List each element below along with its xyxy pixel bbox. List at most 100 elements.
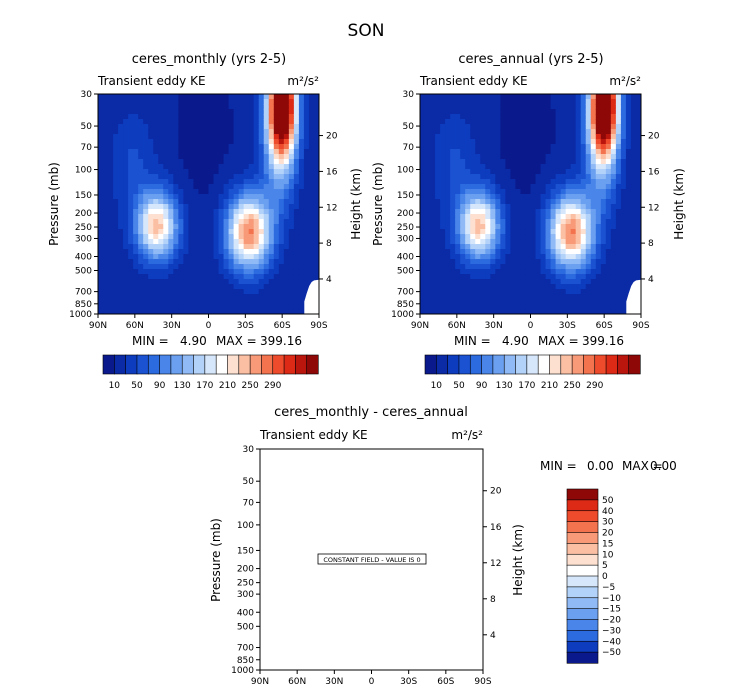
field-cell [600, 129, 607, 135]
field-cell [575, 289, 582, 295]
field-cell [525, 189, 532, 195]
field-cell [490, 129, 496, 135]
field-cell [188, 134, 195, 140]
field-cell [605, 249, 612, 255]
field-cell [580, 299, 587, 305]
field-cell [218, 159, 225, 165]
field-cell [293, 129, 300, 135]
field-cell [585, 109, 592, 115]
field-cell [625, 274, 632, 280]
field-cell [293, 214, 300, 220]
field-cell [635, 114, 641, 120]
field-cell [635, 274, 641, 280]
field-cell [303, 184, 310, 190]
field-cell [445, 244, 451, 250]
field-cell [595, 309, 602, 314]
field-cell [213, 104, 220, 110]
field-cell [108, 159, 114, 165]
field-cell [445, 209, 451, 215]
field-cell [138, 209, 144, 215]
y-tick-label: 400 [75, 253, 92, 263]
field-cell [153, 154, 159, 160]
field-cell [500, 99, 506, 105]
field-cell [520, 109, 527, 115]
field-cell [123, 119, 129, 125]
field-cell [590, 179, 597, 185]
field-cell [238, 284, 245, 290]
field-cell [510, 199, 517, 205]
field-cell [595, 304, 602, 310]
field-cell [153, 104, 159, 110]
field-cell [178, 269, 184, 275]
field-cell [118, 204, 124, 210]
field-cell [213, 174, 220, 180]
field-cell [278, 274, 285, 280]
field-cell [288, 259, 295, 265]
field-cell [253, 294, 260, 300]
field-cell [545, 154, 552, 160]
field-cell [238, 294, 245, 300]
x-tick-label: 0 [528, 321, 534, 331]
field-cell [98, 144, 104, 150]
field-cell [435, 294, 441, 300]
field-cell [193, 224, 200, 230]
field-cell [610, 154, 617, 160]
field-cell [198, 234, 205, 240]
field-cell [143, 274, 149, 280]
field-cell [500, 309, 506, 314]
field-cell [198, 294, 205, 300]
field-cell [108, 124, 114, 130]
field-cell [435, 184, 441, 190]
field-cell [248, 274, 255, 280]
min-value: 0.00 [587, 459, 614, 473]
field-cell [113, 169, 119, 175]
field-cell [420, 164, 426, 170]
field-cell [535, 244, 542, 250]
field-cell [183, 119, 190, 125]
field-cell [173, 239, 179, 245]
field-cell [430, 309, 436, 314]
field-cell [585, 214, 592, 220]
field-cell [183, 129, 190, 135]
field-cell [535, 294, 542, 300]
field-cell [268, 299, 275, 305]
field-cell [308, 174, 315, 180]
field-cell [238, 184, 245, 190]
field-cell [575, 279, 582, 285]
field-cell [560, 114, 567, 120]
field-cell [485, 124, 491, 130]
field-cell [163, 184, 169, 190]
field-cell [133, 259, 139, 265]
field-cell [585, 219, 592, 225]
field-cell [465, 274, 471, 280]
field-cell [630, 209, 637, 215]
field-cell [288, 294, 295, 300]
field-cell [585, 94, 592, 100]
field-cell [288, 139, 295, 145]
colorbar-box [583, 354, 596, 375]
field-cell [510, 159, 517, 165]
field-cell [288, 239, 295, 245]
field-cell [163, 309, 169, 314]
field-cell [500, 184, 506, 190]
field-cell [283, 94, 290, 100]
field-cell [480, 204, 486, 210]
field-cell [600, 124, 607, 130]
field-cell [610, 94, 617, 100]
field-cell [480, 119, 486, 125]
field-cell [243, 299, 250, 305]
field-cell [288, 244, 295, 250]
field-cell [243, 184, 250, 190]
field-cell [455, 109, 461, 115]
field-cell [223, 234, 230, 240]
field-cell [208, 94, 215, 100]
field-cell [113, 164, 119, 170]
field-cell [108, 209, 114, 215]
field-cell [118, 269, 124, 275]
field-cell [480, 299, 486, 305]
field-cell [273, 249, 280, 255]
field-cell [605, 299, 612, 305]
field-cell [425, 199, 431, 205]
field-cell [188, 169, 195, 175]
field-cell [635, 174, 641, 180]
